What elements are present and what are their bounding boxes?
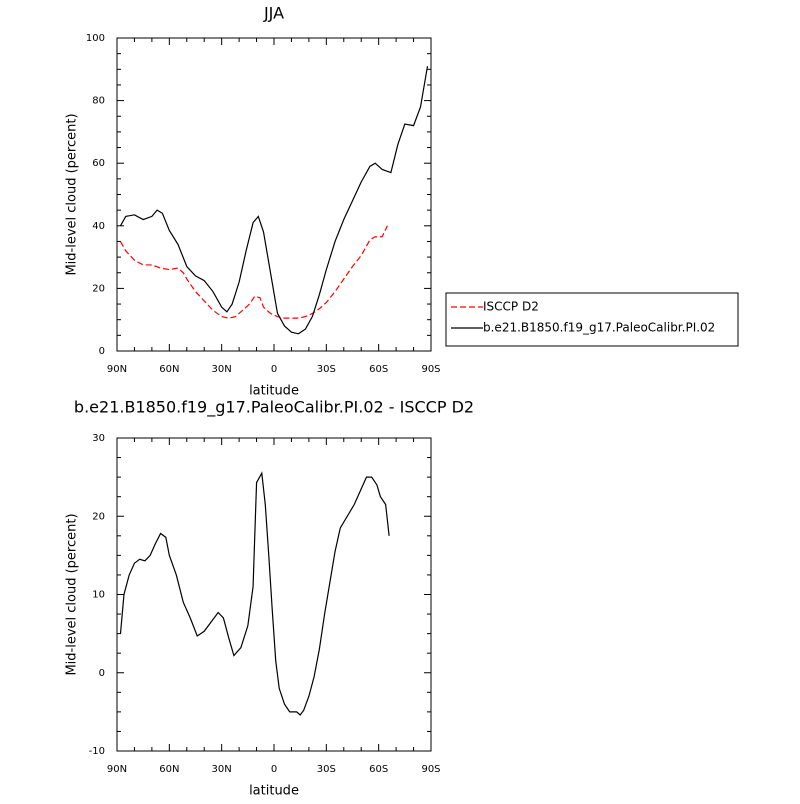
plot-frame [116,437,432,752]
legend-label: ISCCP D2 [483,300,539,314]
y-axis-label: Mid-level cloud (percent) [65,513,80,675]
x-tick-label: 90S [421,364,440,375]
y-tick-label: 30 [92,433,105,444]
data-line [119,225,388,319]
y-tick-label: 0 [99,346,105,357]
y-tick-label: 20 [92,511,105,522]
x-tick-label: 30N [212,764,232,775]
chart-title: b.e21.B1850.f19_g17.PaleoCalibr.PI.02 - … [74,398,474,418]
plot-frame [116,37,432,352]
y-tick-label: 40 [92,221,105,232]
x-tick-label: 60N [159,764,179,775]
y-tick-label: -10 [89,746,105,757]
x-tick-label: 0 [271,364,277,375]
x-tick-label: 30S [317,764,336,775]
x-axis-label: latitude [249,784,299,799]
y-tick-label: 10 [92,590,105,601]
y-tick-label: 20 [92,283,105,294]
x-tick-label: 60S [369,764,388,775]
data-line [119,471,390,716]
y-tick-label: 0 [99,668,105,679]
x-tick-label: 0 [271,764,277,775]
y-tick-label: 80 [92,96,105,107]
y-axis-label: Mid-level cloud (percent) [65,113,80,275]
x-tick-label: 60N [159,364,179,375]
data-line [119,66,429,335]
legend-label: b.e21.B1850.f19_g17.PaleoCalibr.PI.02 [483,321,715,335]
y-tick-label: 60 [92,158,105,169]
x-tick-label: 60S [369,364,388,375]
y-tick-label: 100 [86,33,105,44]
x-tick-label: 90N [107,764,127,775]
x-tick-label: 90S [421,764,440,775]
x-axis-label: latitude [249,384,299,399]
chart-title: JJA [263,4,284,23]
x-tick-label: 30N [212,364,232,375]
x-tick-label: 30S [317,364,336,375]
legend-box [445,292,739,347]
x-tick-label: 90N [107,364,127,375]
